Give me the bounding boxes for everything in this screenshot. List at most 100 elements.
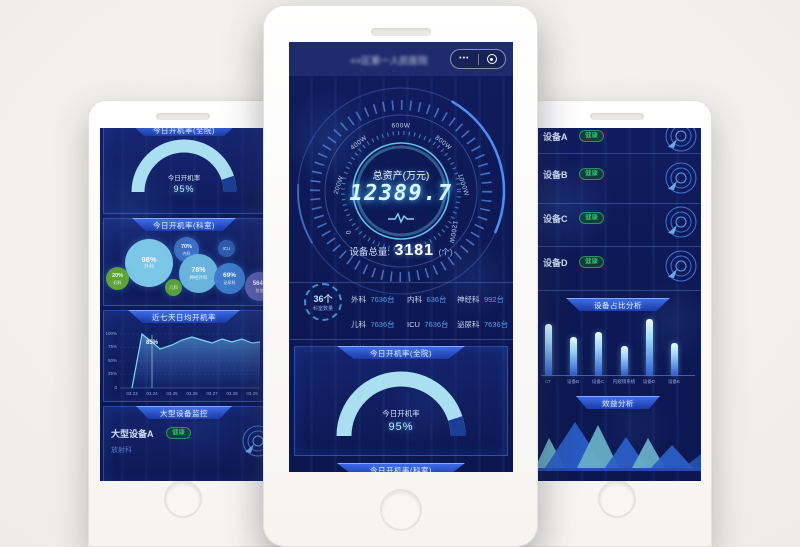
bar-category: 设备E	[667, 379, 681, 384]
triangle-chart	[535, 422, 701, 471]
panel-banner: 大型设备监控	[136, 406, 232, 419]
status-badge: 健康	[579, 130, 604, 142]
x-tick: 03.23	[126, 391, 138, 396]
speaker-slot	[590, 113, 644, 120]
bar-category: 设备D	[642, 379, 656, 384]
left-phone: 今日开机率(全院) 今日开机率 95% 今日开机率(科室) 98% 外科 70%…	[88, 100, 278, 547]
bar	[670, 343, 678, 375]
dial-tick-label: 600W	[391, 122, 411, 130]
left-phone-screen: 今日开机率(全院) 今日开机率 95% 今日开机率(科室) 98% 外科 70%…	[100, 128, 268, 481]
y-tick: 50%	[107, 358, 117, 363]
center-phone-screen: ××区第一人民医院 ••• 0 200	[289, 42, 513, 472]
bar	[544, 324, 552, 375]
center-rate-gauge-arc	[336, 371, 466, 437]
pulse-icon	[388, 212, 414, 224]
device-name: 设备C	[543, 214, 568, 224]
panel-banner: 今日开机率(科室)	[337, 463, 465, 472]
menu-dots-icon[interactable]: •••	[459, 55, 470, 62]
x-tick: 03.25	[166, 391, 178, 396]
radar-icon	[665, 206, 697, 238]
device-dept: 放射科	[111, 447, 132, 454]
navbar: ××区第一人民医院 •••	[289, 42, 513, 76]
dept-count: 36个	[313, 294, 333, 304]
bar-category: 内窥镜系统	[612, 379, 636, 384]
gauge-label: 今日开机率	[167, 175, 201, 182]
bar	[645, 319, 653, 375]
capsule-home-icon[interactable]	[486, 54, 497, 64]
x-tick: 03.29	[246, 391, 258, 396]
panel-banner: 设备占比分析	[566, 298, 670, 311]
bubble-qita[interactable]: 5640 其他	[245, 272, 268, 301]
stat-item: 内科 636台	[407, 295, 447, 304]
total-label: 设备总量:	[349, 247, 390, 258]
home-button[interactable]	[598, 480, 636, 518]
radar-icon	[242, 425, 268, 457]
home-button[interactable]	[164, 480, 202, 518]
device-name: 设备B	[543, 170, 568, 180]
dial-title: 总资产(万元)	[372, 171, 430, 182]
x-tick: 03.26	[186, 391, 198, 396]
section-divider	[289, 282, 513, 283]
device-name[interactable]: 大型设备A	[111, 429, 154, 439]
total-devices: 设备总量: 3181 (个)	[289, 242, 513, 260]
bubble-shenjingwaike[interactable]: 78% 神经外科	[179, 254, 218, 293]
left-monitor-panel: 大型设备监控	[103, 406, 265, 481]
bubble-icu[interactable]: ICU	[218, 240, 235, 257]
speaker-slot	[370, 28, 431, 36]
panel-banner: 今日开机率(全院)	[337, 346, 465, 359]
panel-banner: 近七天日均开机率	[128, 310, 240, 323]
page-title: ××区第一人民医院	[350, 56, 428, 67]
capsule-menu: •••	[450, 49, 506, 69]
bar	[569, 337, 577, 375]
dial-value: 12389.7	[349, 181, 453, 206]
y-tick: 25%	[107, 371, 117, 376]
bar	[620, 346, 628, 375]
row-divider	[535, 203, 701, 204]
bar-category: 设备C	[591, 379, 605, 384]
home-button[interactable]	[379, 489, 422, 531]
center-rate-panel: 今日开机率(全院)	[294, 346, 508, 456]
panel-banner: 今日开机率(全院)	[130, 128, 238, 136]
stat-item: 神经科 992台	[457, 295, 504, 304]
gauge-value: 95%	[173, 184, 195, 194]
device-name: 设备D	[543, 258, 568, 268]
radar-icon	[665, 128, 697, 152]
bar-category: CT	[545, 379, 551, 384]
y-tick: 100%	[105, 331, 117, 336]
device-name: 设备A	[543, 132, 568, 142]
center-phone: ××区第一人民医院 ••• 0 200	[263, 5, 538, 547]
y-tick: 0	[114, 385, 117, 390]
gauge-value: 95%	[388, 421, 414, 433]
stat-item: 外科 7636台	[351, 295, 395, 304]
row-divider	[535, 246, 701, 247]
radar-icon	[665, 250, 697, 282]
panel-banner: 效益分析	[576, 396, 660, 409]
section-divider	[289, 339, 513, 340]
bubble-miniaoke[interactable]: 69% 泌尿科	[214, 263, 245, 294]
stat-item: 儿科 7636台	[351, 320, 395, 329]
bar-category: 设备B	[566, 379, 580, 384]
total-unit: (个)	[438, 247, 453, 257]
bar	[594, 332, 602, 375]
bubble-waike[interactable]: 98% 外科	[125, 239, 173, 287]
radar-icon	[665, 162, 697, 194]
status-badge: 健康	[579, 212, 604, 224]
x-tick: 03.28	[226, 391, 238, 396]
dept-count-label: 科室数量	[312, 306, 333, 312]
bubble-erke[interactable]: 儿科	[165, 279, 182, 296]
x-tick: 03.27	[206, 391, 218, 396]
bubble-fuke[interactable]: 20% 妇科	[106, 267, 129, 290]
panel-banner: 今日开机率(科室)	[132, 218, 236, 231]
dept-count-spinner: 36个 科室数量	[304, 283, 342, 321]
x-tick: 03.24	[146, 391, 158, 396]
status-badge: 健康	[166, 427, 191, 439]
row-divider	[535, 153, 701, 154]
area-chart	[120, 332, 261, 389]
total-value: 3181	[394, 242, 435, 259]
asset-dial	[296, 86, 506, 296]
gauge-label: 今日开机率	[382, 409, 420, 418]
area-tooltip: 85%	[146, 340, 159, 346]
right-phone-screen: 设备A 健康 设备B 健康	[535, 128, 701, 481]
stat-item: 泌尿科 7636台	[457, 320, 509, 329]
